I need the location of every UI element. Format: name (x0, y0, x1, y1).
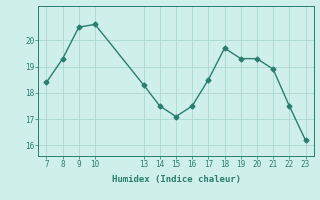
X-axis label: Humidex (Indice chaleur): Humidex (Indice chaleur) (111, 175, 241, 184)
